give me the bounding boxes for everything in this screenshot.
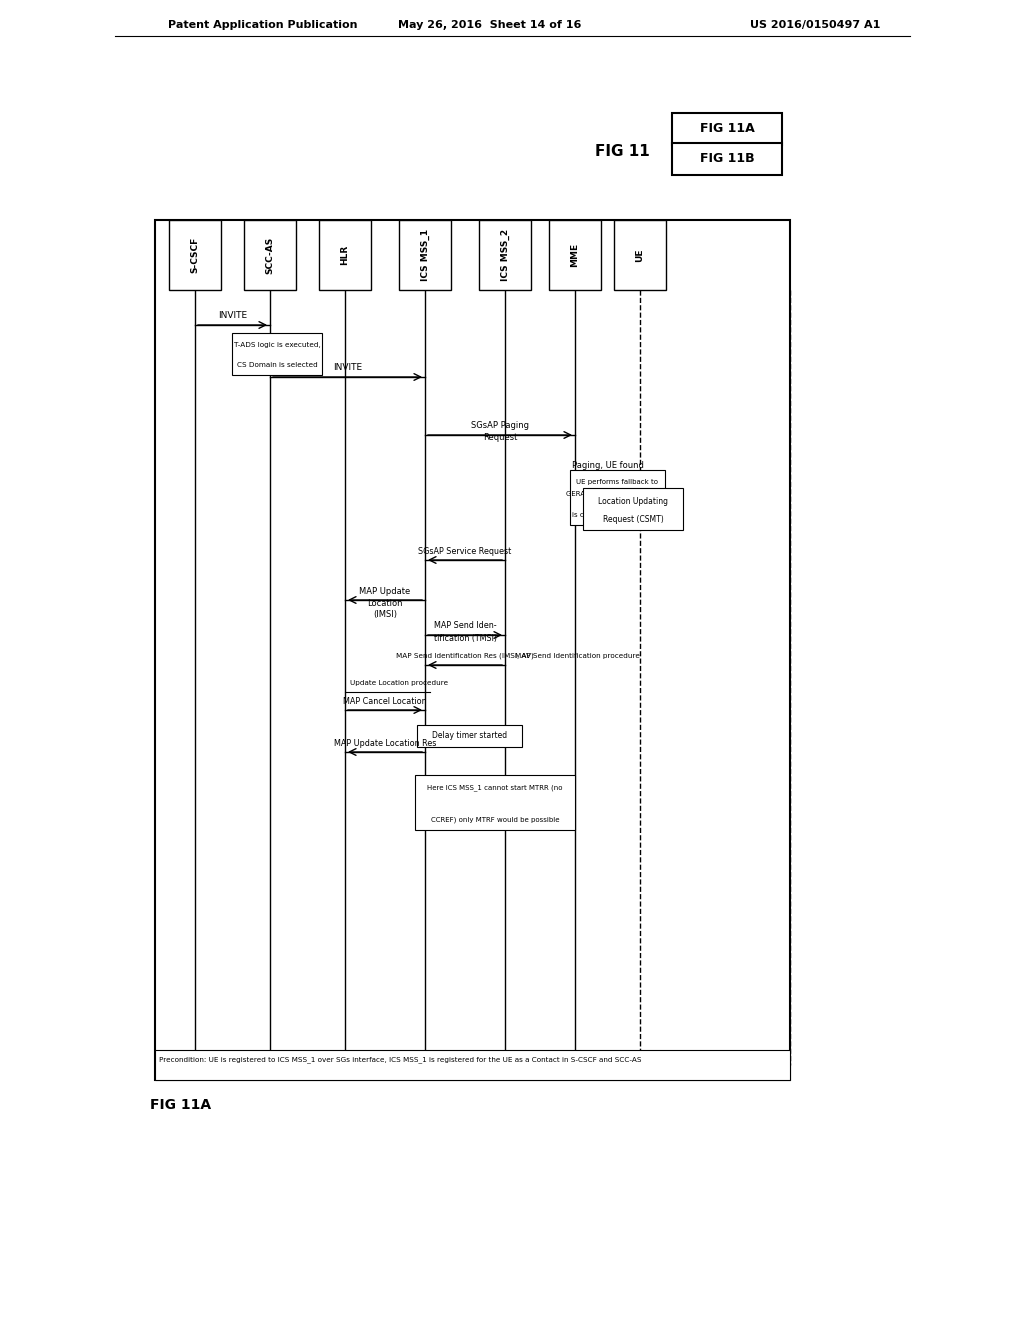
Text: INVITE: INVITE [333,363,362,372]
Bar [155,220,790,1080]
Text: (IMSI): (IMSI) [373,610,397,619]
Text: UE performs fallback to: UE performs fallback to [577,479,658,484]
Text: MAP Send Identification procedure: MAP Send Identification procedure [515,653,640,659]
Text: HLR: HLR [341,246,349,265]
Text: Patent Application Publication: Patent Application Publication [168,20,357,30]
Text: May 26, 2016  Sheet 14 of 16: May 26, 2016 Sheet 14 of 16 [398,20,582,30]
Bar [399,220,451,290]
Text: GERAN/UTRAN The target cell: GERAN/UTRAN The target cell [565,491,670,498]
Text: MAP Send Identification Res (IMSI, AV): MAP Send Identification Res (IMSI, AV) [396,653,534,659]
Text: CS Domain is selected: CS Domain is selected [237,362,317,368]
Text: is controlled by ICS MSS_2: is controlled by ICS MSS_2 [571,512,664,519]
Text: Update Location procedure: Update Location procedure [350,680,449,686]
Text: FIG 11A: FIG 11A [699,123,755,136]
Text: ICS MSS_1: ICS MSS_1 [421,228,430,281]
Text: ICS MSS_2: ICS MSS_2 [501,228,510,281]
Text: Location: Location [368,598,402,607]
Text: Here ICS MSS_1 cannot start MTRR (no: Here ICS MSS_1 cannot start MTRR (no [427,784,563,792]
Text: CCREF) only MTRF would be possible: CCREF) only MTRF would be possible [431,817,559,824]
Text: MAP Send Iden-: MAP Send Iden- [434,622,497,631]
Bar [672,114,782,145]
Text: US 2016/0150497 A1: US 2016/0150497 A1 [750,20,881,30]
Bar [417,725,522,747]
Text: FIG 11B: FIG 11B [699,153,755,165]
Text: MAP Cancel Location: MAP Cancel Location [343,697,427,705]
Text: Request (CSMT): Request (CSMT) [603,516,664,524]
Text: tification (TMSI): tification (TMSI) [433,635,497,644]
Bar [549,220,601,290]
Text: SGsAP Paging: SGsAP Paging [471,421,529,430]
Text: FIG 11: FIG 11 [595,144,650,160]
Bar [232,333,322,375]
Bar [479,220,531,290]
Text: MME: MME [570,243,580,267]
Bar [672,143,782,176]
Text: Request: Request [482,433,517,442]
Text: UE: UE [636,248,644,261]
Text: MAP Update Location Res: MAP Update Location Res [334,738,436,747]
Bar [155,1049,790,1080]
Bar [319,220,371,290]
Text: FIG 11A: FIG 11A [150,1098,211,1111]
Text: Paging, UE found: Paging, UE found [571,462,643,470]
Bar [169,220,221,290]
Text: Precondition: UE is registered to ICS MSS_1 over SGs interface, ICS MSS_1 is reg: Precondition: UE is registered to ICS MS… [159,1056,641,1064]
Text: Location Updating: Location Updating [598,496,668,506]
Text: MAP Update: MAP Update [359,586,411,595]
Text: SGsAP Service Request: SGsAP Service Request [419,546,512,556]
Bar [415,775,575,830]
Bar [570,470,665,525]
Bar [244,220,296,290]
Text: Delay timer started: Delay timer started [432,731,507,741]
Text: T-ADS logic is executed,: T-ADS logic is executed, [233,342,321,348]
Bar [583,488,683,531]
Bar [614,220,666,290]
Text: S-CSCF: S-CSCF [190,236,200,273]
Text: INVITE: INVITE [218,312,247,321]
Text: SCC-AS: SCC-AS [265,236,274,273]
